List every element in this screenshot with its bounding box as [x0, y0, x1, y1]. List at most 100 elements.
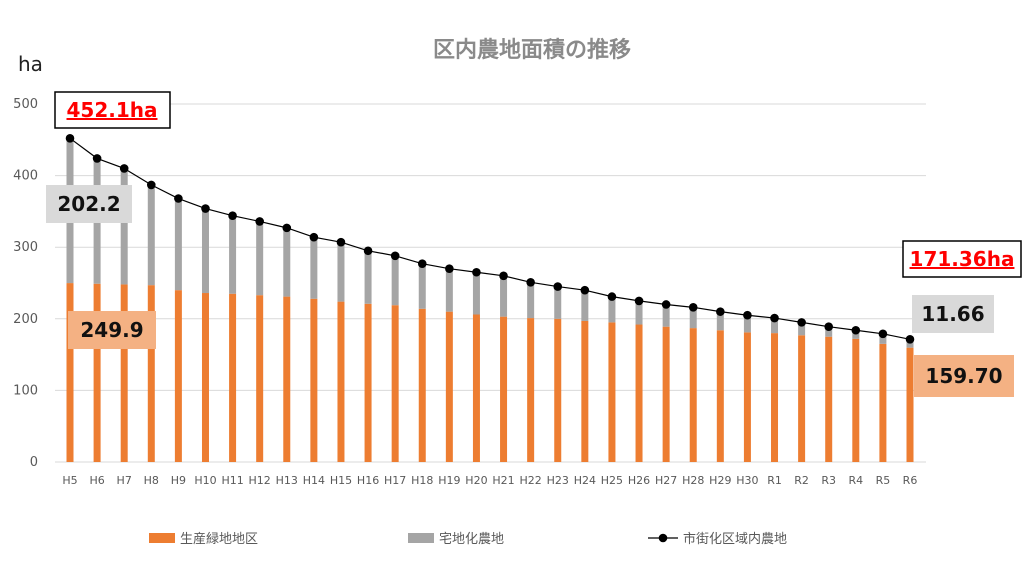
total-line	[65, 133, 915, 344]
bar-orange	[554, 318, 562, 462]
bar-gray	[689, 307, 697, 329]
bar-gray	[608, 296, 616, 323]
bar-gray	[798, 322, 806, 336]
total-point	[390, 251, 400, 261]
bar-orange	[472, 314, 480, 462]
total-point	[905, 335, 915, 344]
bar-orange	[716, 330, 724, 462]
x-tick-label: H23	[547, 474, 569, 487]
callout-gray-first: 202.2	[46, 185, 132, 223]
x-tick-label: H18	[411, 474, 433, 487]
bar-orange	[418, 308, 426, 462]
bar-gray	[229, 215, 237, 294]
total-point	[580, 285, 590, 295]
x-tick-label: H13	[276, 474, 298, 487]
total-point	[201, 204, 210, 213]
chart-title: 区内農地面積の推移	[433, 37, 631, 63]
callout-orange-last-text: 159.70	[925, 364, 1002, 388]
x-tick-label: H15	[330, 474, 352, 487]
bar-orange	[798, 335, 806, 462]
x-tick-label: R6	[903, 474, 918, 487]
total-point	[661, 300, 671, 309]
y-tick-label: 500	[13, 97, 38, 112]
total-point	[878, 329, 888, 339]
x-tick-label: H11	[221, 474, 243, 487]
bars	[66, 138, 914, 462]
x-tick-label: H5	[62, 474, 77, 487]
bar-gray	[310, 237, 318, 299]
callout-gray-first-text: 202.2	[57, 192, 120, 216]
x-tick-label: R3	[821, 474, 836, 487]
x-tick-label: H26	[628, 474, 650, 487]
callout-total-first-box	[54, 91, 171, 129]
bar-orange	[201, 293, 209, 462]
total-point	[445, 264, 454, 273]
bar-gray	[662, 304, 670, 327]
bar-orange	[256, 295, 264, 462]
total-point	[174, 194, 183, 203]
x-tick-label: R1	[767, 474, 782, 487]
total-point	[526, 277, 535, 287]
total-point	[553, 282, 563, 291]
callout-orange-first-text: 249.9	[80, 318, 143, 342]
x-tick-label: H19	[438, 474, 460, 487]
y-tick-label: 400	[13, 169, 38, 184]
y-axis-unit-label: ha	[18, 52, 43, 76]
total-point	[743, 310, 752, 320]
bar-orange	[527, 318, 535, 462]
bar-orange	[174, 290, 182, 462]
x-tick-label: H17	[384, 474, 406, 487]
bar-gray	[554, 286, 562, 319]
x-tick-label: H10	[194, 474, 216, 487]
total-point	[851, 325, 861, 335]
legend: 生産緑地地区 宅地化農地 市街化区域内農地	[149, 531, 787, 547]
total-series-line	[69, 137, 911, 340]
bar-gray	[147, 184, 155, 286]
bar-gray	[364, 250, 372, 304]
y-tick-label: 0	[30, 455, 38, 470]
callout-gray-last: 11.66	[912, 295, 994, 333]
x-tick-label: R5	[876, 474, 891, 487]
y-tick-label: 300	[13, 240, 38, 255]
total-point	[309, 232, 319, 242]
legend-swatch-orange	[149, 533, 175, 543]
legend-label-gray: 宅地化農地	[439, 532, 504, 547]
bar-gray	[391, 255, 399, 306]
bar-gray	[256, 221, 264, 296]
bar-orange	[581, 320, 589, 462]
bar-gray	[716, 311, 724, 331]
total-point	[228, 211, 237, 220]
bar-orange	[337, 301, 345, 462]
bar-orange	[66, 283, 74, 462]
bar-orange	[662, 326, 670, 462]
callout-orange-last: 159.70	[914, 355, 1014, 397]
total-point	[824, 322, 834, 331]
bar-gray	[445, 268, 453, 312]
x-tick-label: H20	[465, 474, 487, 487]
callout-orange-last-box	[914, 355, 1014, 397]
callout-gray-last-box	[912, 295, 994, 333]
callout-total-first-text: 452.1ha	[67, 98, 158, 122]
bar-orange	[500, 316, 508, 462]
bar-orange	[391, 305, 399, 462]
total-point	[770, 313, 779, 323]
bar-orange	[310, 298, 318, 462]
x-tick-label: H6	[89, 474, 104, 487]
y-tick-label: 200	[13, 312, 38, 327]
legend-swatch-gray	[408, 533, 434, 543]
x-tick-label: H30	[736, 474, 758, 487]
bar-gray	[581, 290, 589, 321]
x-axis-ticks: H5 H6 H7 H8 H9 H10 H11 H12 H13 H14 H15 H16 H17 H18 H19…	[62, 474, 917, 487]
x-tick-label: H12	[249, 474, 271, 487]
x-tick-label: H28	[682, 474, 704, 487]
gridlines	[55, 103, 926, 463]
x-tick-label: H8	[144, 474, 159, 487]
total-point	[472, 267, 481, 277]
total-point	[688, 303, 698, 312]
bar-orange	[93, 283, 101, 462]
bar-orange	[147, 285, 155, 462]
x-tick-label: H27	[655, 474, 677, 487]
x-tick-label: H29	[709, 474, 731, 487]
bar-gray	[120, 168, 128, 285]
